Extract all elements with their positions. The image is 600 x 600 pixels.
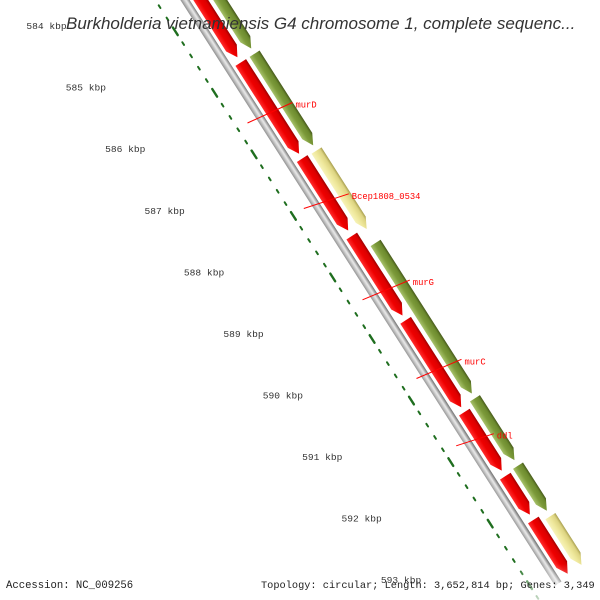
svg-text:589 kbp: 589 kbp — [223, 329, 264, 340]
svg-text:592 kbp: 592 kbp — [342, 514, 383, 525]
svg-text:murC: murC — [465, 357, 486, 367]
svg-text:murG: murG — [413, 278, 434, 288]
svg-text:584 kbp: 584 kbp — [26, 21, 67, 32]
svg-text:585 kbp: 585 kbp — [66, 83, 107, 94]
svg-text:Bcep1808_0534: Bcep1808_0534 — [352, 192, 421, 202]
svg-text:586 kbp: 586 kbp — [105, 144, 146, 155]
svg-text:590 kbp: 590 kbp — [263, 390, 304, 401]
svg-text:murD: murD — [296, 101, 317, 111]
svg-text:588 kbp: 588 kbp — [184, 267, 225, 278]
svg-text:587 kbp: 587 kbp — [145, 206, 186, 217]
svg-text:591 kbp: 591 kbp — [302, 452, 343, 463]
svg-text:ddl: ddl — [497, 432, 513, 442]
